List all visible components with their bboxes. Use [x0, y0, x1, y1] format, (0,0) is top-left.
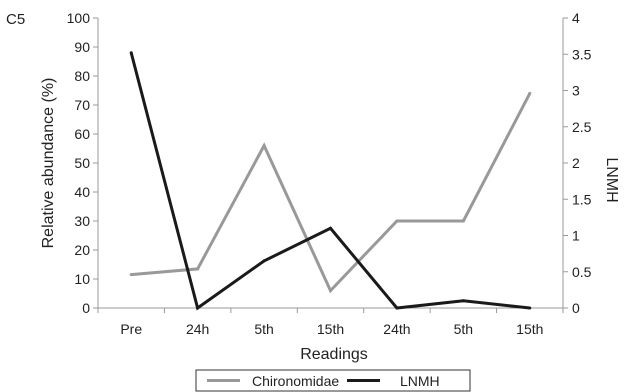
- data-point-lnmh: [461, 299, 465, 303]
- y-tick-label-right: 2: [572, 155, 580, 171]
- y-tick-label-right: 4: [572, 10, 580, 26]
- data-point-chironomidae: [528, 91, 532, 95]
- y-tick-label-right: 0: [572, 300, 580, 316]
- y-tick-label-left: 60: [74, 126, 90, 142]
- data-point-chironomidae: [196, 267, 200, 271]
- y-tick-label-right: 1: [572, 228, 580, 244]
- x-tick-label: 15th: [516, 321, 543, 337]
- y-tick-label-right: 2.5: [572, 119, 592, 135]
- plot-area: 0 10 20 30 40 50 60 70 80 90 100 0 0.5 1 1.5 2 2.5 3 3.5 4 P…: [67, 10, 592, 337]
- y-tick-label-right: 3: [572, 83, 580, 99]
- y-tick-label-left: 0: [82, 300, 90, 316]
- data-point-chironomidae: [461, 219, 465, 223]
- data-point-lnmh: [395, 306, 399, 310]
- legend-label-chironomidae: Chironomidae: [252, 373, 339, 389]
- x-tick-label: 5th: [454, 321, 473, 337]
- y-tick-label-left: 80: [74, 68, 90, 84]
- data-point-lnmh: [528, 306, 532, 310]
- x-axis-title: Readings: [300, 346, 368, 363]
- x-tick-label: 24h: [186, 321, 209, 337]
- data-point-chironomidae: [329, 289, 332, 293]
- data-point-lnmh: [196, 306, 200, 310]
- y-tick-label-right: 3.5: [572, 46, 592, 62]
- y-tick-label-left: 10: [74, 271, 90, 287]
- data-point-chironomidae: [262, 144, 266, 148]
- x-tick-label: 15th: [317, 321, 344, 337]
- data-point-lnmh: [129, 51, 133, 55]
- x-tick-label: 5th: [254, 321, 273, 337]
- y-axis-title-left: Relative abundance (%): [40, 78, 57, 249]
- legend-box: [195, 369, 471, 392]
- y-tick-label-right: 0.5: [572, 264, 592, 280]
- y-tick-label-left: 30: [74, 213, 90, 229]
- legend: Chironomidae LNMH: [195, 369, 471, 392]
- series-line-chironomidae: [131, 92, 532, 294]
- x-tick-label: Pre: [120, 321, 142, 337]
- y-tick-label-left: 40: [74, 184, 90, 200]
- y-tick-label-left: 90: [74, 39, 90, 55]
- y-tick-label-left: 20: [74, 242, 90, 258]
- y-tick-label-right: 1.5: [572, 191, 592, 207]
- y-tick-label-left: 100: [67, 10, 91, 26]
- panel-label: C5: [6, 11, 25, 28]
- y-tick-label-left: 70: [74, 97, 90, 113]
- y-tick-label-left: 50: [74, 155, 90, 171]
- data-point-lnmh: [262, 259, 266, 263]
- data-point-chironomidae: [395, 219, 399, 223]
- legend-label-lnmh: LNMH: [400, 373, 440, 389]
- x-tick-label: 24th: [383, 321, 410, 337]
- data-point-chironomidae: [129, 273, 133, 277]
- data-point-lnmh: [329, 226, 332, 230]
- y-axis-title-right: LNMH: [603, 157, 620, 202]
